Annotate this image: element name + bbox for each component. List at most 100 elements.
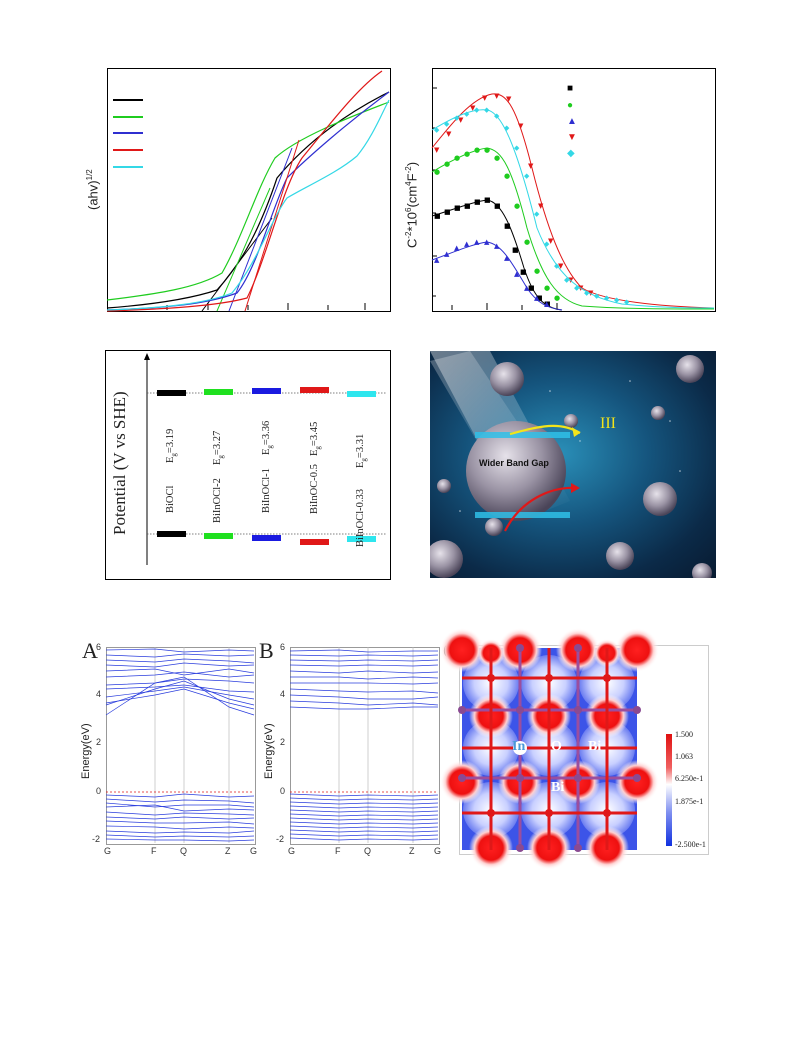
- band-b-xtick-4: Z: [409, 846, 415, 856]
- illustration-art: [430, 351, 712, 578]
- svg-text:◆: ◆: [604, 294, 610, 302]
- svg-text:●: ●: [554, 294, 560, 302]
- svg-text:▲: ▲: [494, 242, 500, 250]
- svg-text:▲: ▲: [504, 254, 510, 262]
- tauc-plot-frame: [107, 68, 391, 312]
- bandgap-label-1: Eg=3.19: [165, 428, 179, 463]
- bandgap-label-5: Eg=3.31: [355, 433, 369, 468]
- panel-b-letter: B: [259, 638, 274, 663]
- svg-text:◆: ◆: [614, 296, 620, 304]
- band-a-ytick-6: 6: [96, 642, 102, 652]
- svg-text:▼: ▼: [538, 202, 544, 210]
- atom-label-in: In: [512, 739, 526, 754]
- svg-text:▲: ▲: [524, 284, 530, 292]
- svg-text:●: ●: [474, 146, 480, 154]
- sample-label-5: BiInOCl-0.33: [355, 488, 366, 547]
- svg-text:◆: ◆: [464, 110, 470, 118]
- svg-text:◆: ◆: [624, 298, 630, 306]
- tauc-plot-curves: [106, 70, 390, 312]
- svg-text:▲: ▲: [484, 238, 490, 246]
- svg-text:▲: ▲: [514, 270, 520, 278]
- mott-plot-frame: [432, 68, 716, 312]
- svg-text:■: ■: [444, 208, 451, 216]
- potential-bar-vb-2: [204, 389, 233, 395]
- potential-bar-vb-3: [252, 388, 281, 394]
- scale-label-4: 1.875e-1: [675, 797, 704, 806]
- illustration-panel: Wider Band Gap III: [430, 351, 716, 578]
- svg-text:▼: ▼: [528, 162, 534, 170]
- svg-text:▼: ▼: [494, 92, 500, 100]
- band-a-ytick-neg2: -2: [92, 834, 101, 844]
- band-b-ytick-2: 2: [280, 737, 286, 747]
- svg-text:■: ■: [520, 268, 527, 276]
- bandgap-label-4: Eg=3.45: [309, 421, 323, 456]
- svg-text:▼: ▼: [548, 237, 554, 245]
- svg-text:■: ■: [536, 294, 543, 302]
- band-b-xtick-2: F: [335, 846, 341, 856]
- svg-text:●: ●: [504, 172, 510, 180]
- svg-text:●: ●: [514, 202, 520, 210]
- svg-text:●: ●: [434, 168, 440, 176]
- svg-text:■: ■: [504, 222, 511, 230]
- potential-bar-cb-2: [204, 533, 233, 539]
- illustration-center-label: Wider Band Gap: [479, 458, 549, 468]
- potential-bar-vb-5: [347, 391, 376, 397]
- tauc-y-axis-label: (ahv)1/2: [85, 169, 101, 210]
- svg-text:●: ●: [454, 154, 460, 162]
- svg-text:◆: ◆: [454, 114, 460, 122]
- charge-density-map: [440, 628, 659, 870]
- panel-a-letter: A: [82, 638, 98, 663]
- sample-label-4: BiInOC-0.5: [309, 464, 320, 514]
- svg-text:■: ■: [454, 204, 461, 212]
- scale-label-1: 1.500: [675, 730, 693, 739]
- svg-text:■: ■: [484, 196, 491, 204]
- band-a-xtick-3: Q: [180, 846, 188, 856]
- band-a-ytick-4: 4: [96, 689, 102, 699]
- svg-text:●: ●: [534, 267, 540, 275]
- svg-text:◆: ◆: [514, 144, 520, 152]
- svg-text:▲: ▲: [454, 244, 460, 252]
- bandgap-label-2: Eg=3.27: [212, 430, 226, 465]
- svg-text:◆: ◆: [444, 120, 450, 128]
- tauc-legend-line-3: [113, 132, 143, 134]
- band-a-ytick-0: 0: [96, 786, 102, 796]
- tauc-legend-line-2: [113, 116, 143, 118]
- band-b-ylabel: Energy(eV): [263, 723, 275, 779]
- svg-text:◆: ◆: [564, 276, 570, 284]
- svg-text:▲: ▲: [474, 238, 480, 246]
- svg-text:●: ●: [484, 146, 490, 154]
- svg-text:■: ■: [512, 246, 519, 254]
- mott-legend-marker-5: ◆: [567, 148, 575, 159]
- mott-legend-marker-1: ■: [567, 83, 574, 94]
- svg-text:◆: ◆: [474, 106, 480, 114]
- band-a-lines: [105, 647, 255, 843]
- potential-bar-vb-1: [157, 390, 186, 396]
- svg-text:▼: ▼: [558, 262, 564, 270]
- scale-label-2: 1.063: [675, 752, 693, 761]
- mott-y-axis-label: C-2*106(cm4F-2): [404, 161, 420, 248]
- mott-legend-marker-4: ▼: [567, 132, 577, 143]
- svg-text:■: ■: [544, 300, 551, 308]
- svg-text:◆: ◆: [574, 284, 580, 292]
- potential-bar-cb-5: [347, 536, 376, 542]
- sample-label-1: BiOCl: [165, 485, 176, 513]
- svg-text:■: ■: [434, 212, 441, 220]
- svg-text:◆: ◆: [494, 112, 500, 120]
- band-b-xtick-3: Q: [364, 846, 372, 856]
- potential-axes: [144, 353, 387, 565]
- svg-text:●: ●: [464, 150, 470, 158]
- svg-text:▼: ▼: [458, 116, 464, 124]
- svg-text:◆: ◆: [534, 210, 540, 218]
- svg-text:●: ●: [494, 154, 500, 162]
- band-a-xtick-5: G: [250, 846, 258, 856]
- svg-text:▼: ▼: [568, 276, 574, 284]
- svg-text:◆: ◆: [584, 289, 590, 297]
- atom-label-bi-1: Bi: [588, 739, 602, 754]
- svg-text:▲: ▲: [464, 240, 470, 248]
- color-scale-bar: [666, 734, 672, 846]
- potential-bar-cb-3: [252, 535, 281, 541]
- band-a-xtick-4: Z: [225, 846, 231, 856]
- potential-bar-cb-1: [157, 531, 186, 537]
- sample-label-2: BiInOCl-2: [212, 478, 223, 523]
- potential-bar-vb-4: [300, 387, 329, 393]
